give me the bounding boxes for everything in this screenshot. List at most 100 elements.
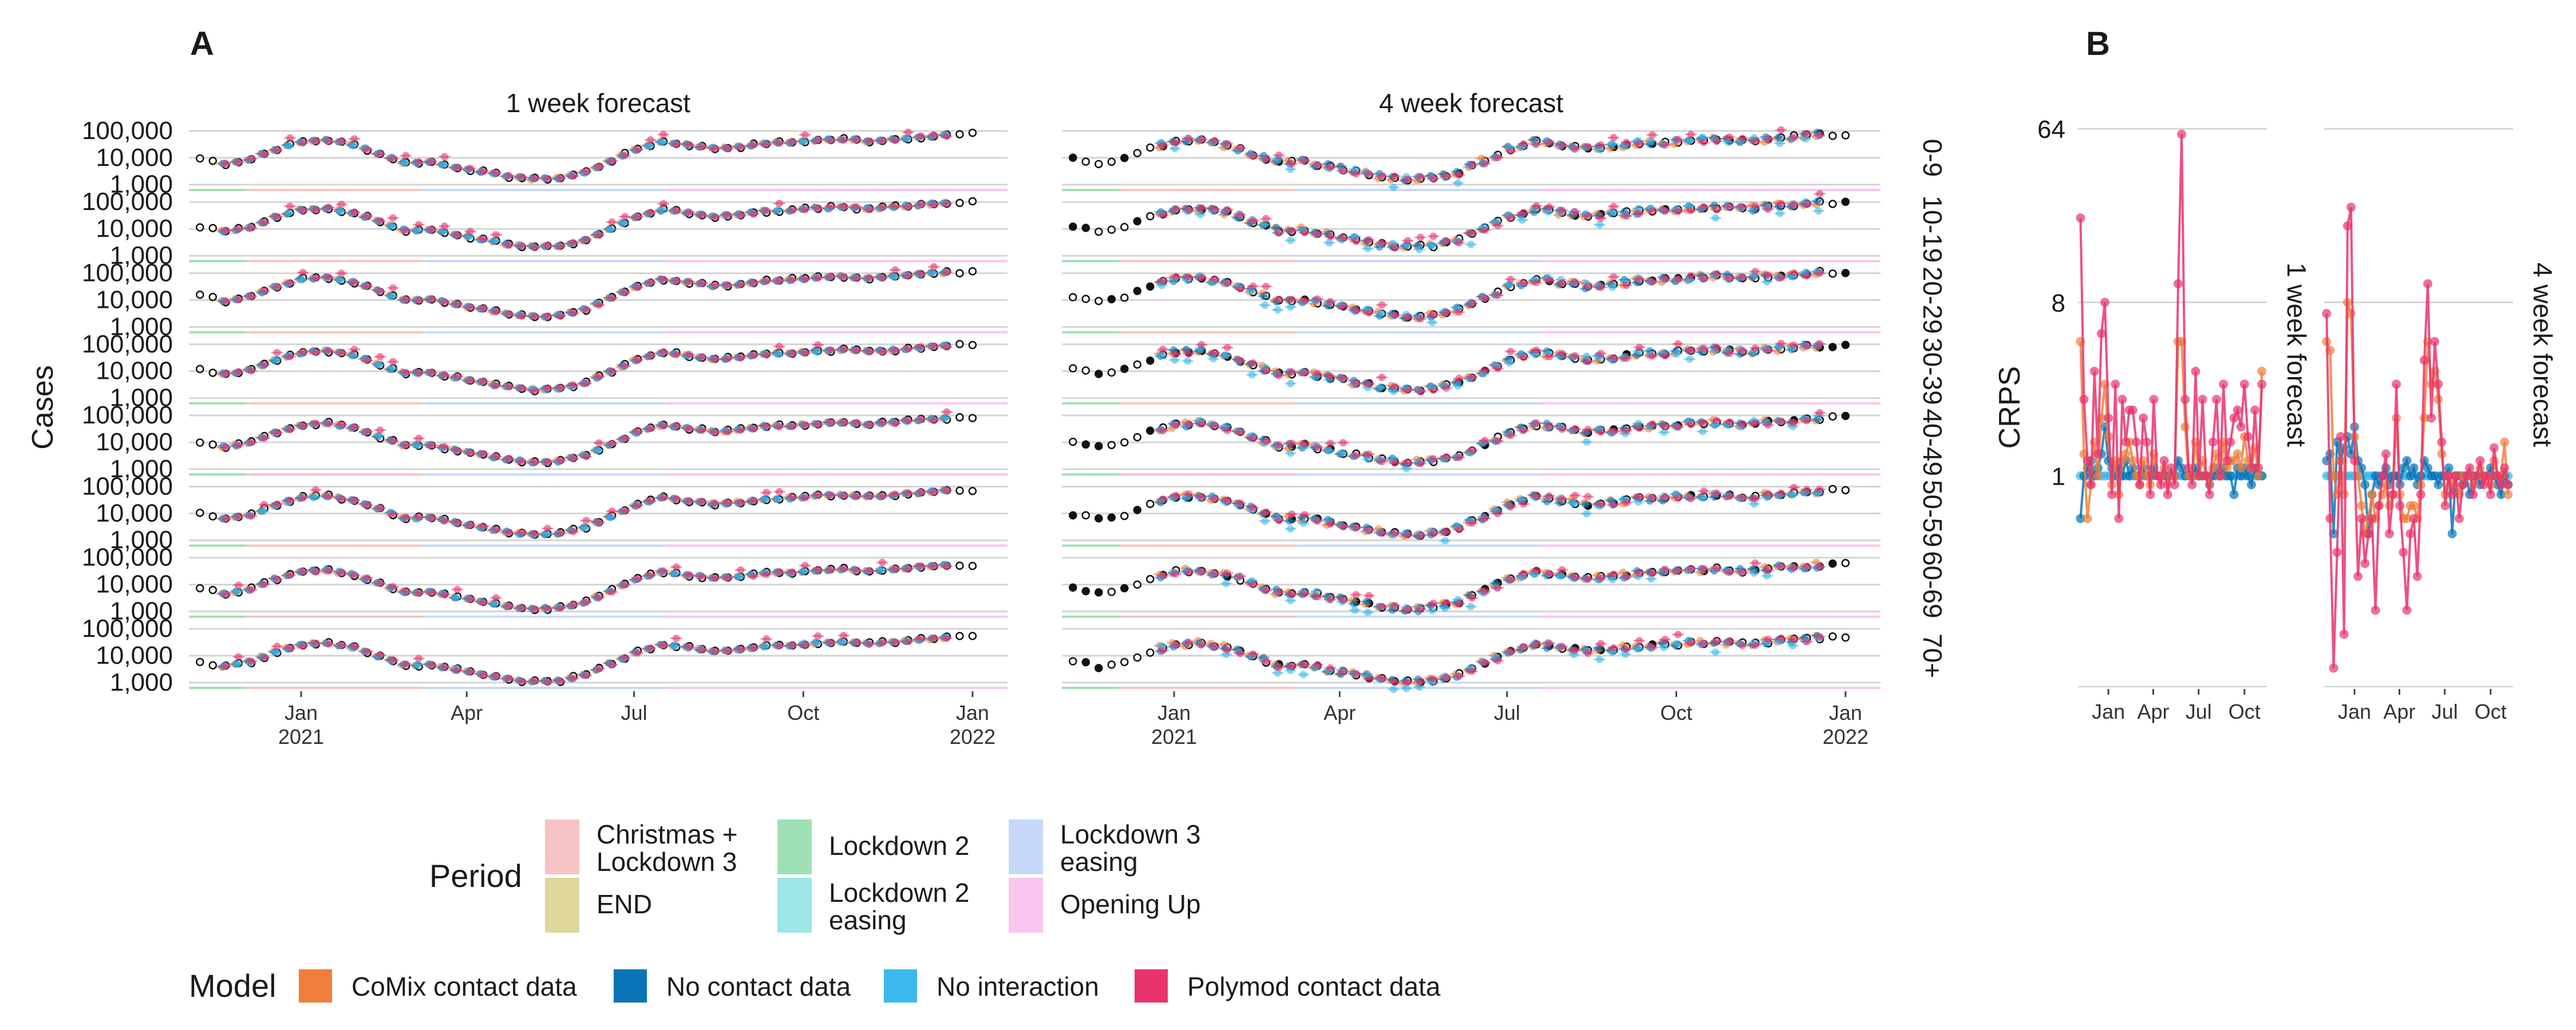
forecast-point — [582, 306, 590, 314]
forecast-point — [272, 355, 280, 363]
forecast-point — [1571, 208, 1579, 216]
forecast-point — [1739, 347, 1747, 355]
forecast-point — [1481, 160, 1489, 168]
forecast-point — [1610, 273, 1618, 281]
forecast-point — [775, 199, 783, 207]
forecast-point — [1455, 374, 1463, 382]
forecast-point — [1558, 141, 1566, 149]
observed-point — [1120, 223, 1129, 232]
forecast-point — [376, 287, 384, 295]
forecast-point — [1519, 279, 1527, 287]
observed-point — [1120, 438, 1129, 447]
forecast-point — [439, 161, 447, 169]
forecast-point — [1159, 277, 1167, 285]
forecast-point — [492, 453, 500, 461]
forecast-point — [930, 417, 938, 425]
forecast-point — [646, 351, 654, 359]
forecast-point — [1481, 294, 1489, 302]
forecast-point — [338, 421, 346, 429]
forecast-point — [1803, 200, 1811, 208]
forecast-point — [1198, 420, 1206, 428]
forecast-point — [1326, 373, 1334, 381]
forecast-point — [621, 152, 629, 160]
forecast-point — [1339, 167, 1347, 175]
forecast-point — [762, 422, 771, 430]
forecast-point — [711, 355, 719, 363]
forecast-point — [247, 438, 255, 446]
observed-point — [208, 292, 218, 302]
forecast-point — [724, 355, 732, 363]
forecast-point — [608, 367, 616, 375]
forecast-point — [1597, 215, 1605, 223]
y-tick-label: 1,000 — [110, 171, 173, 199]
forecast-point — [440, 298, 448, 306]
forecast-point — [930, 201, 938, 209]
facet-row-label: 0-9 — [1918, 139, 1947, 177]
forecast-point — [1416, 173, 1424, 181]
forecast-point — [1287, 160, 1295, 168]
forecast-point — [1390, 311, 1398, 319]
forecast-point — [1751, 202, 1759, 210]
forecast-point — [1262, 215, 1270, 223]
y-tick-label: 1,000 — [110, 455, 173, 483]
forecast-point — [1326, 233, 1334, 241]
forecast-point — [338, 137, 346, 145]
forecast-point — [645, 142, 653, 150]
forecast-point — [1378, 458, 1386, 466]
forecast-point — [608, 294, 616, 302]
forecast-point — [788, 350, 796, 358]
forecast-point — [582, 236, 590, 244]
forecast-point — [222, 443, 230, 451]
forecast-point — [1816, 340, 1824, 348]
forecast-point — [1442, 384, 1450, 392]
forecast-point — [866, 347, 874, 355]
forecast-point — [363, 356, 371, 365]
forecast-point — [943, 132, 951, 140]
forecast-point — [492, 382, 500, 390]
observed-point — [1133, 149, 1142, 157]
forecast-point — [1622, 282, 1630, 290]
forecast-point — [659, 130, 667, 138]
forecast-point — [749, 279, 757, 287]
forecast-point — [1352, 451, 1360, 459]
forecast-point — [1725, 203, 1733, 211]
observed-point — [1095, 442, 1103, 450]
forecast-point — [852, 203, 860, 211]
forecast-point — [749, 351, 757, 359]
forecast-point — [891, 136, 899, 144]
forecast-point — [1416, 387, 1424, 395]
forecast-point — [1198, 340, 1206, 348]
forecast-point — [762, 140, 771, 148]
forecast-point — [1687, 272, 1695, 280]
forecast-point — [1468, 229, 1476, 237]
forecast-point — [1364, 244, 1372, 252]
forecast-point — [1352, 307, 1360, 315]
forecast-point — [517, 241, 526, 249]
forecast-point — [260, 219, 268, 227]
forecast-point — [428, 369, 436, 377]
forecast-point — [1776, 139, 1784, 147]
observed-point — [1095, 296, 1103, 306]
observed-point — [1069, 437, 1077, 446]
facet-col-label: 1 week forecast — [506, 88, 690, 118]
forecast-point — [1198, 274, 1206, 282]
forecast-point — [286, 134, 294, 142]
observed-point — [1107, 225, 1116, 234]
forecast-point — [273, 146, 281, 154]
forecast-point — [1506, 359, 1514, 367]
forecast-point — [1467, 240, 1475, 248]
forecast-point — [543, 384, 551, 392]
forecast-point — [1777, 126, 1785, 134]
forecast-point — [1325, 446, 1333, 454]
forecast-point — [621, 289, 629, 297]
forecast-point — [1713, 206, 1721, 214]
forecast-point — [531, 175, 539, 183]
observed-point — [1145, 426, 1155, 435]
forecast-point — [413, 441, 421, 449]
forecast-point — [840, 136, 848, 144]
forecast-point — [1584, 358, 1592, 366]
forecast-point — [1673, 350, 1681, 358]
forecast-point — [1507, 214, 1515, 222]
forecast-point — [312, 274, 320, 282]
